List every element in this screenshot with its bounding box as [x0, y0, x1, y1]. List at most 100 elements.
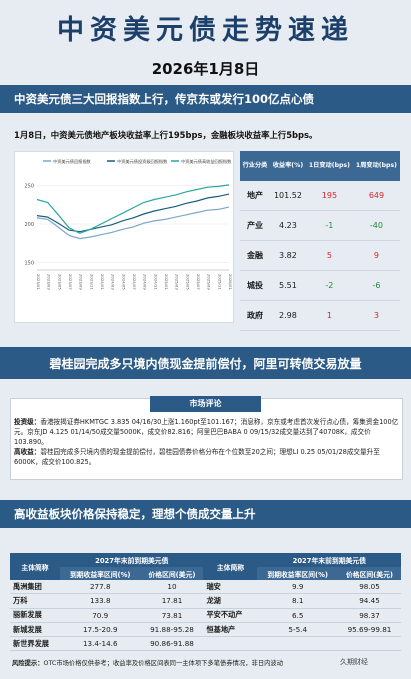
right-price-range: 94.45 [337, 593, 401, 609]
yield-value: 5.51 [270, 270, 306, 301]
x-tick-label: 2023/11 [89, 274, 94, 290]
chart-legend: 中资美元债回报指数 中资美元债投资级回报指数 中资美元债高收益回报指数 [43, 158, 232, 165]
legend-label: 中资美元债高收益回报指数 [181, 158, 232, 165]
left-issuer-name: 新世界发展 [10, 636, 60, 652]
yield-sector: 城投 [240, 270, 270, 301]
bond-table: 主体简称 2027年末前到期美元债 主体简称 2027年末前到期美元债 到期收益… [10, 553, 401, 652]
yield-sector: 产业 [240, 210, 270, 241]
right-issuer-name [203, 636, 258, 652]
investment-text: 香港按揭证券HKMTGC 3.835 04/16/30上涨1.160pt至101… [14, 418, 399, 446]
yield-1w-change: 9 [352, 240, 400, 271]
right-price-header: 价格区间(美元) [337, 567, 401, 580]
right-price-range: 98.05 [337, 580, 401, 595]
y-tick-label: 150 [24, 260, 34, 266]
investment-label: 投资级： [14, 418, 41, 426]
index-chart-svg: 中资美元债回报指数 中资美元债投资级回报指数 中资美元债高收益回报指数 250 200… [24, 158, 233, 290]
yield-sector: 政府 [240, 300, 270, 331]
x-tick-label: 2025/03 [175, 274, 180, 290]
chart-lines [36, 184, 230, 240]
x-tick-label: 2024/07 [132, 274, 137, 290]
left-price-range: 90.86-91.88 [140, 636, 204, 652]
x-tick-label: 2023/05 [57, 274, 62, 290]
legend-label: 中资美元债投资级回报指数 [117, 158, 168, 165]
right-ytm-range [257, 636, 338, 652]
bond-row: 新城发展 17.5-20.9 91.88-95.28 恒基地产 5-5.4 95.69-9… [10, 622, 401, 638]
bond-row: 万科 133.8 17.81 龙湖 8.1 94.45 [10, 593, 401, 609]
left-price-range: 91.88-95.28 [140, 622, 204, 638]
right-ytm-range: 6.5 [257, 608, 338, 623]
yield-1d-change: -2 [305, 270, 353, 301]
left-ytm-range: 17.5-20.9 [60, 622, 141, 638]
right-name-header: 主体简称 [203, 553, 258, 580]
yield-row: 地产 101.52 195 649 [240, 181, 400, 211]
left-issuer-name: 丽新发展 [10, 608, 60, 623]
intro-text: 1月8日，中资美元债地产板块收益率上行195bps，金融板块收益率上行5bps。 [14, 130, 318, 140]
right-ytm-header: 到期收益率区间(%) [257, 567, 338, 580]
comment-header: 市场评论 [150, 396, 261, 412]
chart-x-labels: 2023/01 2023/03 2023/05 2023/07 2023/09 2023/… [36, 274, 233, 290]
footer-text: OTC市场价格仅供参考；收益率及价格区间表同一主体项下多笔债券情况，非日内波动 [43, 660, 284, 667]
bond-table-sub-row: 到期收益率区间(%) 价格区间(美元) 到期收益率区间(%) 价格区间(美元) [10, 567, 401, 580]
left-group-header: 2027年末前到期美元债 [60, 553, 204, 567]
chart-grid: 250 200 150 [24, 184, 229, 271]
right-price-range [337, 636, 401, 652]
series-line [36, 193, 230, 233]
brand-logo: 久期财经 [340, 658, 368, 666]
y-tick-label: 250 [24, 184, 34, 190]
yield-1d-change: 5 [305, 240, 353, 271]
x-tick-label: 2025/09 [207, 274, 212, 290]
x-tick-label: 2025/01 [164, 274, 169, 290]
comment-text: 投资级：香港按揭证券HKMTGC 3.835 04/16/30上涨1.160pt… [14, 418, 400, 468]
risk-footer: 风险提示：OTC市场价格仅供参考；收益率及价格区间表同一主体项下多笔债券情况，非… [12, 658, 283, 667]
x-tick-label: 2023/07 [68, 274, 73, 290]
x-tick-label: 2024/03 [111, 274, 116, 290]
highyield-label: 高收益： [14, 447, 41, 456]
yield-row: 城投 5.51 -2 -6 [240, 270, 400, 301]
left-name-header: 主体简称 [10, 553, 60, 580]
x-tick-label: 2023/01 [36, 274, 41, 290]
left-ytm-range: 70.9 [60, 608, 141, 623]
x-tick-label: 2025/11 [217, 274, 222, 290]
header-1w: 1周变动(bps) [352, 151, 400, 181]
right-ytm-range: 9.9 [257, 580, 338, 595]
yield-row: 产业 4.23 -1 -40 [240, 210, 400, 241]
yield-row: 金融 3.82 5 9 [240, 240, 400, 271]
left-price-range: 10 [140, 580, 204, 595]
yield-value: 4.23 [270, 210, 306, 241]
left-ytm-range: 277.8 [60, 580, 141, 595]
x-tick-label: 2024/05 [121, 274, 126, 290]
bond-row: 丽新发展 70.9 73.81 平安不动产 6.5 98.37 [10, 608, 401, 623]
x-tick-label: 2026/01 [228, 274, 233, 290]
left-price-range: 17.81 [140, 593, 204, 609]
report-date: 2026年1月8日 [151, 60, 260, 78]
section1-banner: 中资美元债三大回报指数上行，传京东或发行100亿点心债 [0, 85, 411, 113]
left-issuer-name: 万科 [10, 593, 60, 609]
index-chart: 中资美元债回报指数 中资美元债投资级回报指数 中资美元债高收益回报指数 250 200… [14, 151, 234, 323]
yield-table-header: 行业分类 收益率(%) 1日变动(bps) 1周变动(bps) [240, 151, 400, 181]
yield-table: 行业分类 收益率(%) 1日变动(bps) 1周变动(bps) 地产 101.52… [240, 151, 400, 331]
yield-sector: 金融 [240, 240, 270, 271]
left-price-range: 73.81 [140, 608, 204, 623]
yield-value: 3.82 [270, 240, 306, 271]
x-tick-label: 2024/09 [143, 274, 148, 290]
series-line [36, 184, 230, 234]
yield-1w-change: 3 [352, 300, 400, 331]
x-tick-label: 2023/03 [47, 274, 52, 290]
right-price-range: 98.37 [337, 608, 401, 623]
right-ytm-range: 8.1 [257, 593, 338, 609]
right-issuer-name: 瑞安 [203, 580, 258, 595]
left-ytm-range: 133.8 [60, 593, 141, 609]
highyield-text: 碧桂园完成多只境内债的现金提前偿付，碧桂园债券价格分布在个位数至20之间；理想L… [14, 447, 380, 466]
right-group-header: 2027年末前到期美元债 [257, 553, 401, 567]
x-tick-label: 2023/09 [79, 274, 84, 290]
y-tick-label: 200 [24, 222, 34, 228]
yield-sector: 地产 [240, 181, 270, 211]
yield-1w-change: 649 [352, 181, 400, 211]
x-tick-label: 2024/11 [153, 274, 158, 290]
left-issuer-name: 禹洲集团 [10, 580, 60, 595]
page-title: 中资美元债走势速递 [57, 15, 354, 46]
header-sector: 行业分类 [240, 151, 270, 181]
bond-table-group-row: 主体简称 2027年末前到期美元债 主体简称 2027年末前到期美元债 [10, 553, 401, 580]
yield-row: 政府 2.98 1 3 [240, 300, 400, 331]
section2-banner: 碧桂园完成多只境内债现金提前偿付，阿里可转债交易放量 [0, 347, 411, 379]
